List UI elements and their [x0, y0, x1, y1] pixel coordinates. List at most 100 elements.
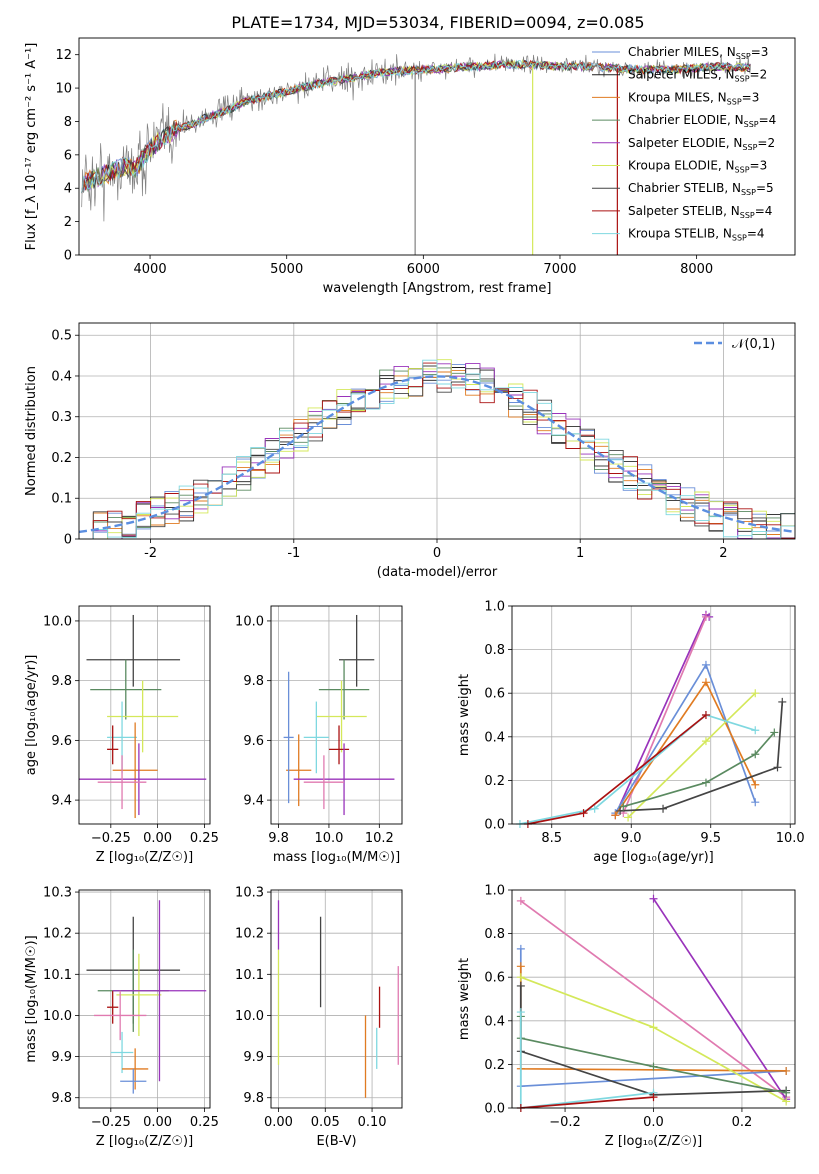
legend-subscript: SSP [735, 75, 750, 84]
weight-marker [701, 711, 710, 719]
x-tick-label: 0.25 [190, 831, 219, 846]
axes-frame [511, 889, 796, 1109]
y-tick-label: 0.4 [484, 730, 505, 745]
legend-subscript: SSP [742, 143, 757, 152]
x-tick-label: 9.0 [621, 831, 642, 846]
figure-title: PLATE=1734, MJD=53034, FIBERID=0094, z=0… [231, 13, 644, 32]
y-tick-label: 0 [64, 249, 72, 264]
legend-subscript: SSP [732, 234, 747, 243]
z-mass-panel: −0.25 0.00 0.25 9.8 9.9 10.0 10.1 10.2 10.3 Z [lo… [24, 886, 219, 1149]
x-tick-label: 6000 [407, 262, 440, 277]
y-tick-label: 10.0 [235, 1009, 264, 1024]
weight-marker [659, 804, 668, 813]
x-tick-label: 2 [719, 546, 727, 561]
x-tick-label: 9.8 [268, 831, 289, 846]
y-tick-label: 10.0 [43, 1009, 72, 1024]
y-tick-label: 9.4 [51, 794, 72, 809]
weight-series [520, 1096, 654, 1108]
x-tick-label: 0.05 [311, 1115, 340, 1130]
y-tick-label: 12 [55, 48, 72, 63]
model-spectrum [81, 60, 751, 194]
weight-marker [516, 896, 525, 905]
weight-marker [751, 780, 760, 789]
legend-subscript: SSP [735, 166, 750, 175]
y-tick-label: 9.6 [51, 734, 72, 749]
weight-marker [619, 802, 628, 811]
x-tick-label: 0.2 [732, 1115, 753, 1130]
weight-marker [516, 973, 525, 982]
y-tick-label: 1.0 [484, 600, 505, 615]
y-tick-label: 10.3 [43, 886, 72, 901]
weight-marker [516, 1008, 525, 1017]
y-tick-label: 9.8 [243, 674, 264, 689]
legend-count: =3 [751, 45, 769, 59]
z-age-panel: −0.25 0.00 0.25 9.4 9.6 9.8 10.0 Z [log₁₀(Z/Z☉)… [24, 605, 219, 865]
z-weight-panel: −0.2 0.0 0.2 0.0 0.2 0.4 0.6 0.8 1.0 Z [log₁₀(Z/Z… [457, 884, 796, 1149]
x-tick-label: −0.25 [91, 1115, 131, 1130]
weight-marker [782, 1088, 791, 1097]
y-tick-label: 10.0 [43, 614, 72, 629]
weight-marker [649, 894, 658, 903]
x-tick-label: 10.2 [365, 831, 394, 846]
y-tick-label: 0.1 [51, 492, 72, 507]
y-tick-label: 10.0 [235, 614, 264, 629]
legend-count: =5 [756, 181, 774, 195]
y-tick-label: 0.0 [484, 818, 505, 833]
weight-series [614, 662, 757, 814]
legend-label: Chabrier MILES, NSSP=3 [628, 45, 768, 61]
weight-series [652, 898, 787, 1100]
y-axis-label: Normed distribution [24, 366, 39, 496]
legend-count: =2 [757, 136, 775, 150]
weight-marker [649, 1023, 658, 1032]
normal-curve [78, 375, 796, 534]
axes-frame [270, 889, 403, 1109]
legend-label: 𝒩(0,1) [732, 337, 775, 352]
age-weight-panel: 8.5 9.0 9.5 10.0 0.0 0.2 0.4 0.6 0.8 1.0 age [log₁… [457, 600, 805, 866]
weight-marker [701, 737, 710, 746]
weight-series [520, 900, 787, 1098]
y-axis-label: mass [log₁₀(M/M☉)] [24, 935, 39, 1062]
x-tick-label: 0.00 [143, 831, 172, 846]
y-tick-label: 1.0 [484, 884, 505, 899]
x-axis-label: Z [log₁₀(Z/Z☉)] [96, 1134, 193, 1149]
legend-subscript: SSP [741, 188, 756, 197]
x-axis-label: (data-model)/error [377, 565, 498, 580]
weight-marker [751, 750, 760, 759]
x-axis-label: E(B-V) [316, 1134, 356, 1149]
y-axis-label: age [log₁₀(age/yr)] [24, 655, 39, 776]
x-tick-label: 9.5 [700, 831, 721, 846]
weight-marker [782, 1066, 791, 1075]
legend-count: =4 [759, 113, 777, 127]
y-tick-label: 0.4 [51, 369, 72, 384]
x-tick-label: 0.0 [643, 1115, 664, 1130]
y-axis-label: mass weight [457, 958, 472, 1040]
x-axis-label: wavelength [Angstrom, rest frame] [323, 281, 552, 296]
y-tick-label: 0.8 [484, 927, 505, 942]
y-tick-label: 0.5 [51, 329, 72, 344]
weight-series [519, 1012, 654, 1108]
y-tick-label: 10.2 [43, 927, 72, 942]
y-tick-label: 0 [64, 533, 72, 548]
model-spectrum [81, 59, 750, 194]
x-axis-label: age [log₁₀(age/yr)] [593, 850, 714, 865]
weight-marker [649, 1093, 658, 1102]
x-tick-label: -1 [287, 546, 300, 561]
x-axis-label: Z [log₁₀(Z/Z☉)] [96, 850, 193, 865]
weight-marker [770, 728, 779, 737]
weight-marker [701, 612, 710, 621]
y-tick-label: 0.2 [484, 1058, 505, 1073]
residuals-panel: -2 -1 0 1 2 0 0.1 0.2 0.3 0.4 0.5 (data-model)/erro… [24, 322, 796, 580]
legend-label: Kroupa MILES, NSSP=3 [628, 90, 759, 106]
y-tick-label: 9.8 [243, 1091, 264, 1106]
legend-count: =4 [755, 204, 773, 218]
weight-marker [611, 811, 620, 820]
weight-series [614, 680, 757, 816]
y-tick-label: 0.4 [484, 1014, 505, 1029]
axes-frame [270, 605, 403, 825]
x-tick-label: 0.00 [264, 1115, 293, 1130]
y-axis-label: mass weight [457, 674, 472, 756]
y-tick-label: 0.6 [484, 971, 505, 986]
x-tick-label: 0.25 [190, 1115, 219, 1130]
weight-series [527, 714, 707, 824]
